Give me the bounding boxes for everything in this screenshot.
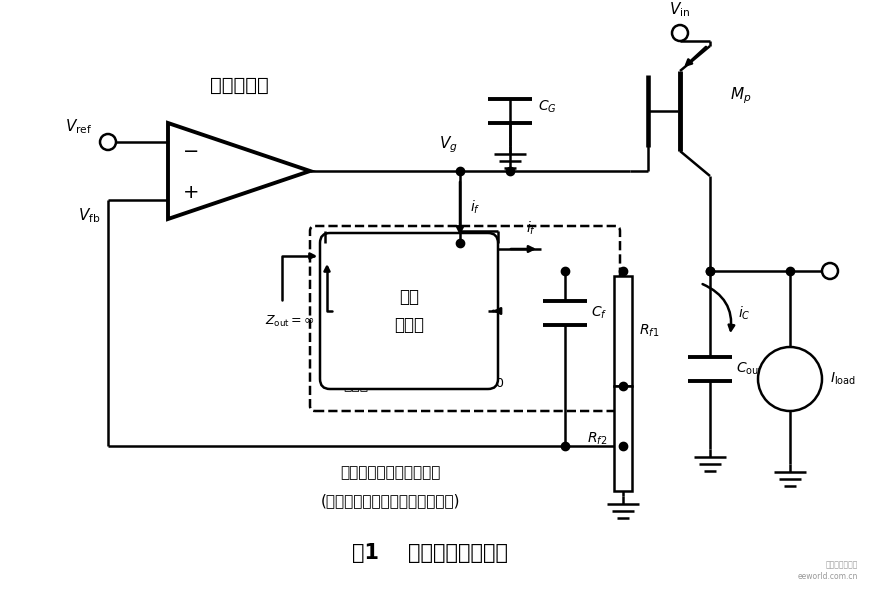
Text: 差分放大器: 差分放大器 [210, 76, 269, 95]
Text: $i_f$: $i_f$ [526, 219, 537, 237]
Text: $C_{\mathrm{out}}$: $C_{\mathrm{out}}$ [736, 361, 764, 377]
Text: $Z_{\mathrm{in}}=0$: $Z_{\mathrm{in}}=0$ [463, 377, 505, 392]
Text: $V_g$: $V_g$ [438, 135, 457, 155]
Text: 提出的线性稳压器结构图: 提出的线性稳压器结构图 [339, 466, 440, 481]
Text: (包含一个由微分器组成的快通路): (包含一个由微分器组成的快通路) [320, 493, 460, 508]
Circle shape [758, 347, 822, 411]
Circle shape [822, 263, 838, 279]
Text: $i_f$: $i_f$ [470, 198, 481, 216]
Text: $V_{\mathrm{ref}}$: $V_{\mathrm{ref}}$ [65, 117, 92, 136]
Text: $V_{\mathrm{fb}}$: $V_{\mathrm{fb}}$ [78, 206, 100, 225]
Text: $M_p$: $M_p$ [730, 86, 751, 106]
Text: 微分器: 微分器 [343, 378, 368, 392]
Text: $Z_{\mathrm{out}}=\infty$: $Z_{\mathrm{out}}=\infty$ [265, 314, 315, 329]
Text: $i_C$: $i_C$ [738, 304, 751, 322]
Text: $R_{f2}$: $R_{f2}$ [587, 431, 607, 447]
FancyBboxPatch shape [320, 233, 498, 389]
Text: $V_{\mathrm{in}}$: $V_{\mathrm{in}}$ [669, 0, 690, 19]
Text: $+$: $+$ [182, 183, 198, 203]
Text: $-$: $-$ [182, 139, 198, 159]
Text: $I_{\mathrm{load}}$: $I_{\mathrm{load}}$ [830, 371, 856, 387]
Text: $C_f$: $C_f$ [591, 305, 607, 321]
Text: $R_{f1}$: $R_{f1}$ [639, 323, 659, 339]
Circle shape [672, 25, 688, 41]
Text: 图电子工程世界
eeworld.com.cn: 图电子工程世界 eeworld.com.cn [797, 561, 858, 581]
Text: $C_G$: $C_G$ [538, 99, 557, 115]
Bar [614, 386, 632, 491]
Bar [614, 276, 632, 386]
Circle shape [100, 134, 116, 150]
Text: 电流: 电流 [399, 288, 419, 306]
Text: 放大器: 放大器 [394, 316, 424, 334]
Text: 图1    线性稳压器结构图: 图1 线性稳压器结构图 [352, 543, 508, 563]
